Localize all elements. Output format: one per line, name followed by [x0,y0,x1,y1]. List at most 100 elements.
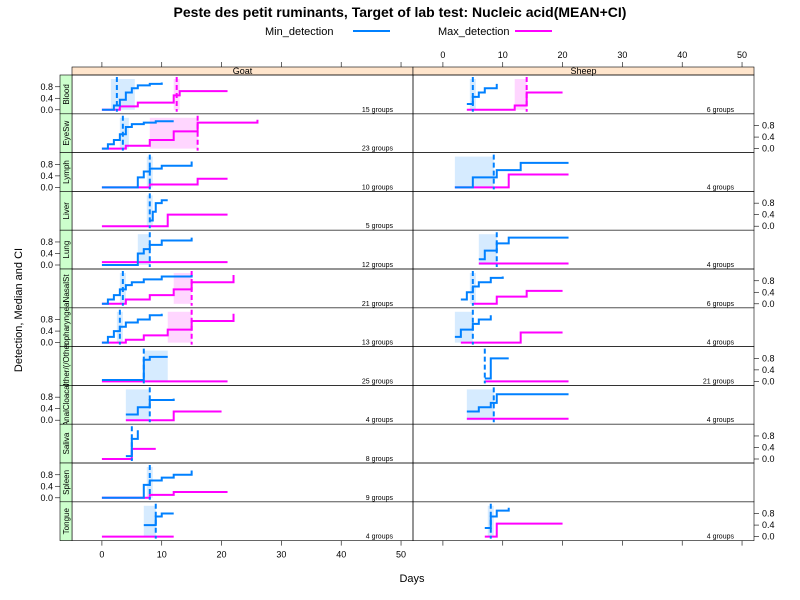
row-strip-label: Lymph [62,160,71,184]
x-tick-label: 50 [396,550,406,560]
groups-label: 21 groups [703,378,735,385]
groups-label: 4 groups [366,417,394,424]
row-strip-label: Tongue [62,508,71,535]
y-tick-label: 0.8 [40,159,53,169]
y-tick-label: 0.4 [40,171,53,181]
y-tick-label: 0.0 [40,260,53,270]
column-strip-label-goat: Goat [233,66,253,76]
groups-label: 6 groups [707,107,735,114]
groups-label: 21 groups [362,301,394,308]
x-tick-label: 20 [558,50,568,60]
series-line-max [101,275,235,305]
groups-label: 4 groups [707,184,735,191]
x-tick-label: 0 [440,50,445,60]
series-line-max [101,213,228,228]
y-tick-label: 0.4 [762,520,775,530]
series-line-min [454,315,492,338]
groups-label: 25 groups [362,378,394,385]
x-tick-label: 0 [99,550,104,560]
groups-label: 4 groups [707,534,735,541]
series-line-min [101,313,163,344]
series-line-max [101,313,235,344]
row-strip [59,501,73,541]
y-tick-label: 0.8 [40,237,53,247]
y-tick-label: 0.0 [40,415,53,425]
groups-label: 4 groups [366,534,394,541]
groups-label: 9 groups [366,495,394,502]
panel-border [71,191,414,231]
y-tick-label: 0.8 [40,392,53,402]
row-strip-label: Spleen [62,470,71,495]
series-line-min [101,355,168,381]
y-tick-label: 0.4 [40,93,53,103]
y-tick-label: 0.4 [762,210,775,220]
y-tick-label: 0.4 [762,442,775,452]
x-tick-label: 50 [737,50,747,60]
panel-border [412,191,755,231]
panel-border [412,423,755,464]
groups-label: 13 groups [362,340,394,347]
series-line-max [101,447,156,460]
y-tick-label: 0.8 [762,509,775,519]
x-tick-label: 20 [217,550,227,560]
series-line-min [149,199,168,222]
y-tick-label: 0.8 [762,276,775,286]
panel-border [412,113,755,153]
ci-band-min [125,389,150,421]
y-tick-label: 0.0 [40,105,53,115]
groups-label: 5 groups [366,223,394,230]
y-tick-label: 0.0 [762,221,775,231]
ci-band-min [454,311,473,343]
series-line-max [472,289,563,305]
y-tick-label: 0.8 [762,353,775,363]
y-tick-label: 0.0 [762,532,775,542]
series-line-min [101,470,193,499]
x-axis-label: Days [399,573,425,585]
y-tick-label: 0.4 [40,404,53,414]
panel-border [71,501,414,541]
y-tick-label: 0.8 [40,470,53,480]
row-strip-label: Blood [62,84,71,104]
row-strip-label: Oropharyngeal [62,301,71,354]
ci-band-max [514,79,527,110]
y-tick-label: 0.8 [762,431,775,441]
panel-border [412,229,755,270]
groups-label: 15 groups [362,107,394,114]
ci-band-min [454,156,494,188]
chart-title: Peste des petit ruminants, Target of lab… [174,4,627,20]
panel-border [71,462,414,503]
legend: Min_detection Max_detection [265,26,552,38]
legend-label-min: Min_detection [265,26,334,38]
y-tick-label: 0.8 [762,121,775,131]
row-strip-label: EyeSw [62,121,71,146]
groups-label: 8 groups [366,456,394,463]
row-strip-label: Lung [62,241,71,259]
y-axis-label: Detection, Median and CI [13,248,25,372]
groups-label: 4 groups [707,417,735,424]
y-tick-label: 0.4 [40,248,53,258]
panel-border [71,385,414,425]
series-line-min [484,357,509,380]
x-tick-label: 10 [157,550,167,560]
panel-border [412,268,755,309]
series-line-max [101,90,228,111]
y-tick-label: 0.0 [762,144,775,154]
row-strip-label: Other/(/Other [62,342,71,389]
series-line-max [101,119,259,150]
groups-label: 10 groups [362,184,394,191]
panel-border [412,385,755,425]
panel-border [412,462,755,503]
ci-band-min [466,389,494,421]
series-line-min [101,275,193,305]
ci-band-min [143,350,168,382]
series-line-max [454,173,569,189]
y-tick-label: 0.4 [762,365,775,375]
panel-border [71,423,414,464]
row-strip-label: NasalSt [62,274,71,303]
legend-label-max: Max_detection [438,26,510,38]
y-tick-label: 0.0 [762,376,775,386]
y-tick-label: 0.4 [40,481,53,491]
x-tick-label: 30 [276,550,286,560]
series-line-max [484,522,563,538]
